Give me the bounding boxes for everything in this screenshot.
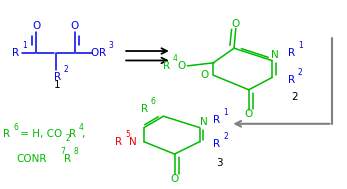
Text: N: N bbox=[271, 50, 279, 60]
Text: O: O bbox=[232, 19, 240, 29]
Text: O: O bbox=[170, 174, 179, 184]
Text: 2: 2 bbox=[64, 65, 68, 74]
Text: 3: 3 bbox=[216, 158, 223, 167]
Text: O: O bbox=[177, 61, 186, 71]
Text: O: O bbox=[32, 22, 41, 31]
Text: 2: 2 bbox=[291, 92, 298, 102]
Text: 2: 2 bbox=[223, 132, 228, 141]
Text: 7: 7 bbox=[61, 147, 66, 156]
Text: R: R bbox=[116, 137, 122, 147]
Text: O: O bbox=[70, 22, 79, 31]
Text: R: R bbox=[141, 104, 148, 114]
Text: R: R bbox=[288, 48, 295, 58]
Text: N: N bbox=[200, 117, 208, 127]
Text: 2: 2 bbox=[298, 68, 303, 77]
Text: O: O bbox=[91, 48, 99, 58]
Text: R: R bbox=[54, 73, 61, 82]
Text: = H, CO: = H, CO bbox=[17, 129, 62, 139]
Text: R: R bbox=[3, 129, 11, 139]
Text: 1: 1 bbox=[298, 41, 303, 50]
Text: R: R bbox=[213, 115, 220, 125]
Text: R: R bbox=[69, 129, 77, 139]
Text: R: R bbox=[213, 139, 220, 149]
Text: 1: 1 bbox=[54, 80, 61, 90]
Text: 4: 4 bbox=[79, 122, 84, 132]
Text: N: N bbox=[129, 137, 137, 147]
Text: 1: 1 bbox=[22, 41, 27, 50]
Text: 6: 6 bbox=[13, 122, 18, 132]
Text: 4: 4 bbox=[173, 54, 178, 63]
Text: O: O bbox=[245, 109, 253, 119]
Text: 5: 5 bbox=[125, 130, 130, 139]
Text: 8: 8 bbox=[74, 147, 79, 156]
Text: ,: , bbox=[82, 129, 85, 139]
Text: R: R bbox=[288, 75, 295, 85]
Text: R: R bbox=[12, 48, 19, 58]
Text: R: R bbox=[163, 61, 170, 71]
Text: 3: 3 bbox=[108, 41, 113, 50]
Text: 2: 2 bbox=[65, 134, 70, 143]
Text: O: O bbox=[201, 70, 209, 80]
Text: 6: 6 bbox=[151, 97, 155, 106]
Text: CONR: CONR bbox=[17, 154, 47, 164]
Text: 1: 1 bbox=[223, 108, 228, 117]
Text: R: R bbox=[64, 154, 71, 164]
Text: R: R bbox=[99, 48, 106, 58]
